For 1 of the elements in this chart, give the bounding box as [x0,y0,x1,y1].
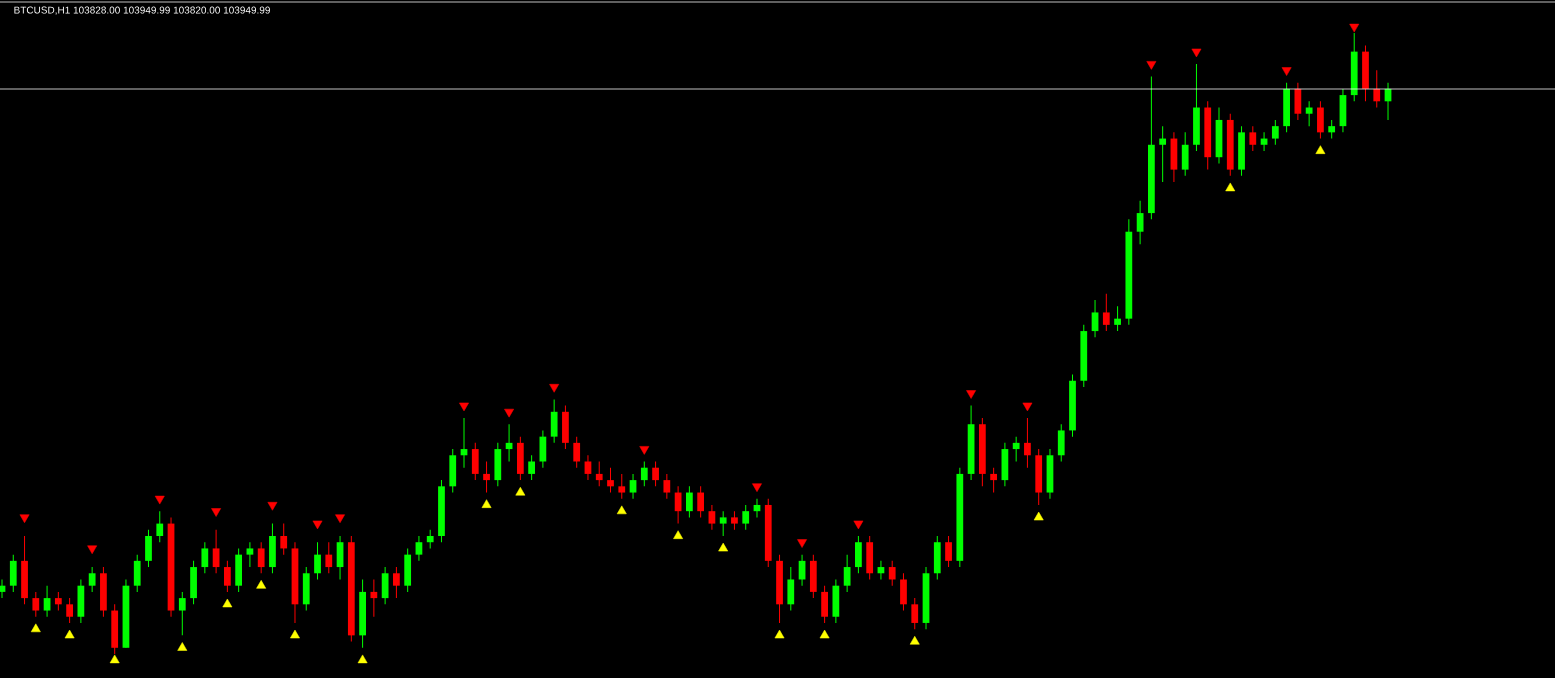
chart-title: BTCUSD,H1 103828.00 103949.99 103820.00 103949.99 [14,6,270,15]
